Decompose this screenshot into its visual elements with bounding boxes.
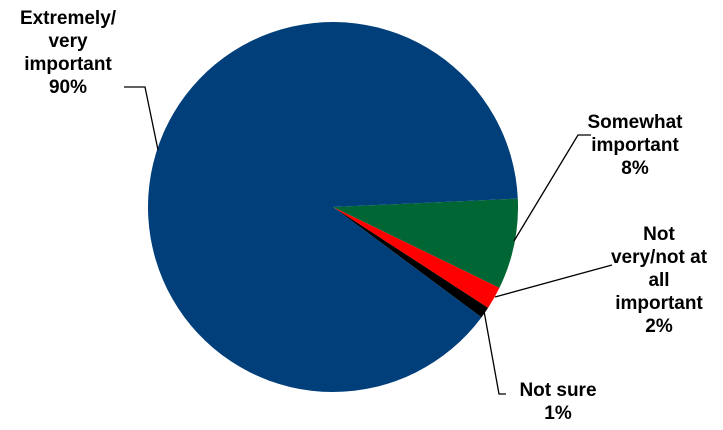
- label-leader-lines: [124, 86, 613, 395]
- pie-slice-not-sure: [333, 207, 489, 318]
- slice-label-line: 1%: [544, 403, 572, 424]
- slice-label-extremely-very-important: Extremely/very important 90%: [20, 8, 117, 98]
- pie-slice-not-very-not-at-all-important: [333, 207, 500, 308]
- pie-slice-extremely-very-important: [148, 22, 518, 393]
- leader-line-not-sure: [483, 310, 506, 395]
- slice-label-line: 8%: [621, 158, 649, 179]
- slice-label-line: Somewhat: [587, 112, 683, 133]
- slice-label-line: 90%: [49, 77, 87, 98]
- slice-labels: Somewhat important 8%Not very/not at all impo…: [20, 8, 708, 424]
- slice-label-line: Not: [643, 224, 675, 245]
- slice-label-not-very-not-at-all-important: Not very/not at all important 2%: [611, 224, 708, 337]
- leader-line-not-very-not-at-all-important: [494, 264, 613, 298]
- slice-label-line: all: [648, 270, 669, 291]
- slice-label-line: Not sure: [519, 380, 596, 401]
- pie-slice-somewhat-important: [333, 198, 519, 288]
- pie-slices: [148, 22, 519, 393]
- leader-line-extremely-very-important: [124, 86, 159, 151]
- slice-label-line: very/not at: [611, 247, 708, 268]
- slice-label-line: Extremely/: [20, 8, 117, 29]
- slice-label-line: 2%: [645, 316, 673, 337]
- slice-label-line: important: [615, 293, 703, 314]
- leader-line-somewhat-important: [513, 134, 591, 242]
- slice-label-line: important: [591, 135, 679, 156]
- slice-label-line: important: [24, 54, 112, 75]
- slice-label-line: very: [48, 31, 88, 52]
- slice-label-somewhat-important: Somewhat important 8%: [587, 112, 683, 179]
- slice-label-not-sure: Not sure 1%: [519, 380, 596, 424]
